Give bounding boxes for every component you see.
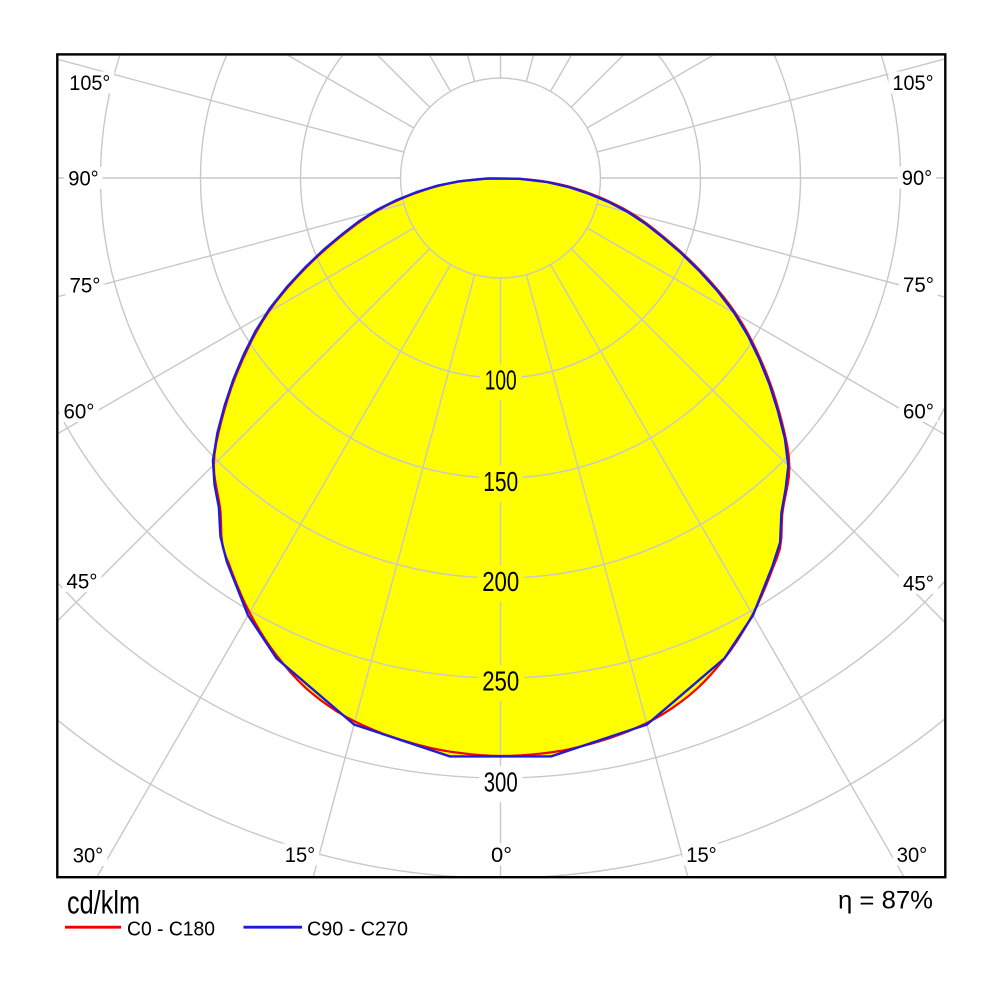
svg-text:C0 - C180: C0 - C180: [127, 919, 215, 941]
svg-text:75°: 75°: [70, 275, 101, 298]
svg-text:15°: 15°: [285, 844, 316, 867]
svg-text:100: 100: [485, 364, 517, 395]
svg-text:90°: 90°: [68, 168, 99, 191]
svg-text:150: 150: [483, 466, 518, 497]
svg-text:0°: 0°: [491, 844, 512, 867]
svg-text:60°: 60°: [64, 401, 95, 424]
svg-text:C90 - C270: C90 - C270: [307, 919, 408, 941]
svg-text:cd/klm: cd/klm: [67, 885, 140, 921]
svg-text:45°: 45°: [67, 571, 98, 594]
svg-text:105°: 105°: [69, 72, 110, 95]
svg-text:90°: 90°: [902, 167, 933, 190]
svg-text:105°: 105°: [893, 72, 934, 95]
svg-text:45°: 45°: [903, 573, 934, 596]
svg-text:η = 87%: η = 87%: [838, 887, 933, 915]
svg-text:75°: 75°: [903, 274, 934, 297]
svg-text:60°: 60°: [903, 401, 934, 424]
svg-text:30°: 30°: [73, 845, 104, 868]
svg-text:15°: 15°: [686, 844, 717, 867]
svg-text:250: 250: [482, 665, 519, 696]
svg-text:300: 300: [484, 766, 518, 797]
svg-text:30°: 30°: [897, 844, 928, 867]
svg-text:200: 200: [482, 566, 519, 597]
